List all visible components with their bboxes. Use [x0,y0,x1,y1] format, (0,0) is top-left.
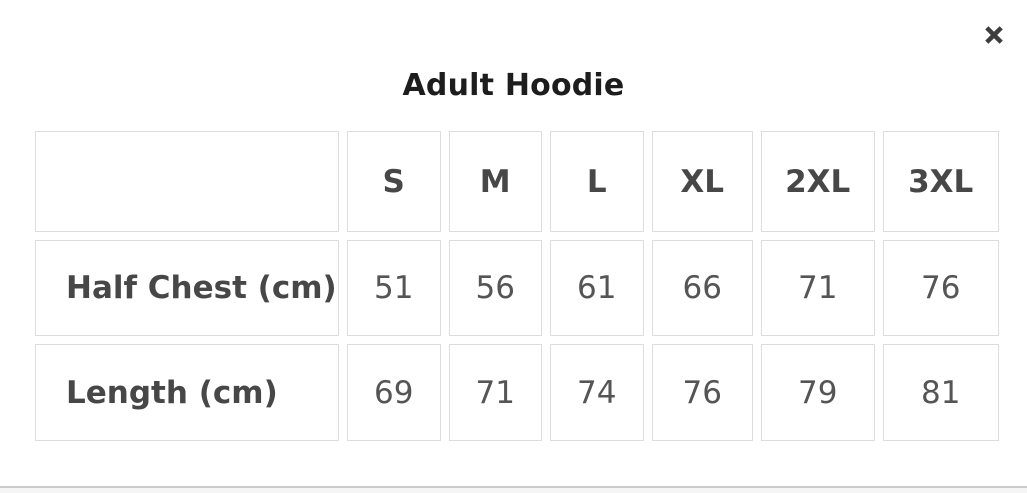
length-value-m: 71 [448,344,542,441]
length-value-xl: 76 [651,344,753,441]
corner-cell [35,131,339,232]
size-header-row: S M L XL 2XL 3XL [35,131,999,232]
table-row-half-chest: Half Chest (cm) 51 56 61 66 71 76 [35,240,999,336]
half-chest-value-3xl: 76 [882,240,999,336]
length-value-s: 69 [346,344,441,441]
row-label-half-chest: Half Chest (cm) [35,240,339,336]
size-column-header-3xl: 3XL [882,131,999,232]
modal-title: Adult Hoodie [402,68,625,103]
close-icon [982,23,1006,47]
size-column-header-xl: XL [651,131,753,232]
half-chest-value-xl: 66 [651,240,753,336]
size-column-header-l: L [549,131,644,232]
size-column-header-2xl: 2XL [760,131,875,232]
length-value-l: 74 [549,344,644,441]
half-chest-value-l: 61 [549,240,644,336]
length-value-3xl: 81 [882,344,999,441]
half-chest-value-s: 51 [346,240,441,336]
half-chest-value-m: 56 [448,240,542,336]
row-label-length: Length (cm) [35,344,339,441]
page-background-strip [0,488,1027,493]
close-button[interactable] [981,22,1007,48]
length-value-2xl: 79 [760,344,875,441]
table-row-length: Length (cm) 69 71 74 76 79 81 [35,344,999,441]
size-column-header-m: M [448,131,542,232]
half-chest-value-2xl: 71 [760,240,875,336]
size-chart-table: S M L XL 2XL 3XL Half Chest (cm) 51 56 6… [27,123,1007,449]
size-column-header-s: S [346,131,441,232]
